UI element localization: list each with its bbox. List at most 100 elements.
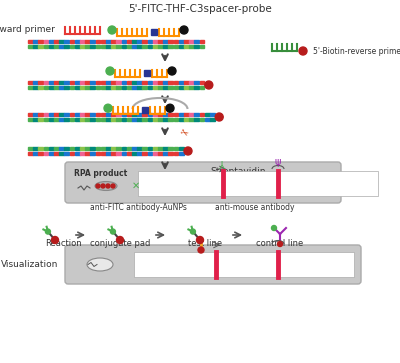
Bar <box>200 118 204 121</box>
Bar <box>189 81 194 85</box>
Bar <box>194 113 199 117</box>
Text: conjugate pad: conjugate pad <box>90 238 150 248</box>
Bar <box>148 81 152 85</box>
Text: RPA product: RPA product <box>74 168 127 178</box>
Circle shape <box>198 247 204 253</box>
Bar <box>90 40 95 44</box>
Bar <box>153 86 158 89</box>
Bar <box>184 86 189 89</box>
Bar <box>122 113 126 117</box>
Text: Visualization: Visualization <box>1 260 58 269</box>
Bar <box>189 113 194 117</box>
Bar <box>111 45 116 48</box>
Bar <box>153 147 158 150</box>
Bar <box>168 118 173 121</box>
Bar <box>96 40 100 44</box>
Bar <box>137 40 142 44</box>
Circle shape <box>110 229 116 234</box>
Bar <box>96 118 100 121</box>
Bar <box>111 81 116 85</box>
Bar <box>80 113 85 117</box>
Bar <box>75 113 80 117</box>
Bar <box>54 118 59 121</box>
Bar <box>54 113 59 117</box>
Bar <box>179 147 184 150</box>
Bar <box>168 113 173 117</box>
Circle shape <box>215 113 223 121</box>
Bar <box>44 152 48 155</box>
Bar <box>70 118 74 121</box>
Bar <box>85 113 90 117</box>
Bar <box>33 81 38 85</box>
Bar <box>75 86 80 89</box>
Bar <box>127 86 132 89</box>
Bar <box>64 118 69 121</box>
Bar <box>210 113 215 117</box>
Bar <box>138 171 378 196</box>
Bar <box>38 113 43 117</box>
Bar <box>122 152 126 155</box>
Bar <box>64 40 69 44</box>
Bar <box>189 45 194 48</box>
Bar <box>168 147 173 150</box>
Bar <box>111 40 116 44</box>
Bar <box>132 45 137 48</box>
Bar <box>101 113 106 117</box>
Bar <box>101 152 106 155</box>
Bar <box>49 152 54 155</box>
Circle shape <box>106 184 110 188</box>
Bar <box>96 45 100 48</box>
Bar <box>137 45 142 48</box>
Circle shape <box>52 237 58 244</box>
Bar <box>205 113 210 117</box>
Bar <box>116 45 121 48</box>
Bar <box>148 40 152 44</box>
Bar <box>70 86 74 89</box>
Bar <box>59 86 64 89</box>
Bar <box>64 113 69 117</box>
Circle shape <box>278 241 282 246</box>
Bar <box>168 45 173 48</box>
Bar <box>179 45 184 48</box>
Bar <box>59 40 64 44</box>
Bar <box>64 81 69 85</box>
Bar <box>106 118 111 121</box>
Circle shape <box>106 67 114 75</box>
Bar <box>96 152 100 155</box>
Bar <box>200 113 204 117</box>
Text: anti-FITC antibody-AuNPs: anti-FITC antibody-AuNPs <box>90 204 186 212</box>
Bar <box>132 113 137 117</box>
Bar <box>189 86 194 89</box>
Bar <box>75 118 80 121</box>
Bar <box>33 45 38 48</box>
Bar <box>85 86 90 89</box>
Bar <box>158 40 163 44</box>
Bar <box>70 40 74 44</box>
Bar <box>137 81 142 85</box>
Bar <box>59 113 64 117</box>
Bar <box>200 40 204 44</box>
Bar <box>200 45 204 48</box>
Bar <box>122 118 126 121</box>
Bar <box>174 45 178 48</box>
Bar <box>38 86 43 89</box>
Bar <box>127 40 132 44</box>
Bar <box>44 113 48 117</box>
Bar <box>106 40 111 44</box>
Bar <box>38 147 43 150</box>
Bar <box>142 147 147 150</box>
Bar <box>184 45 189 48</box>
Circle shape <box>299 47 307 55</box>
Bar <box>174 147 178 150</box>
Bar <box>64 147 69 150</box>
Bar <box>90 152 95 155</box>
Bar <box>153 152 158 155</box>
Bar <box>96 81 100 85</box>
Circle shape <box>111 184 115 188</box>
Bar <box>163 45 168 48</box>
Bar <box>132 81 137 85</box>
Bar <box>168 40 173 44</box>
Bar <box>101 147 106 150</box>
Bar <box>111 86 116 89</box>
Bar <box>101 118 106 121</box>
